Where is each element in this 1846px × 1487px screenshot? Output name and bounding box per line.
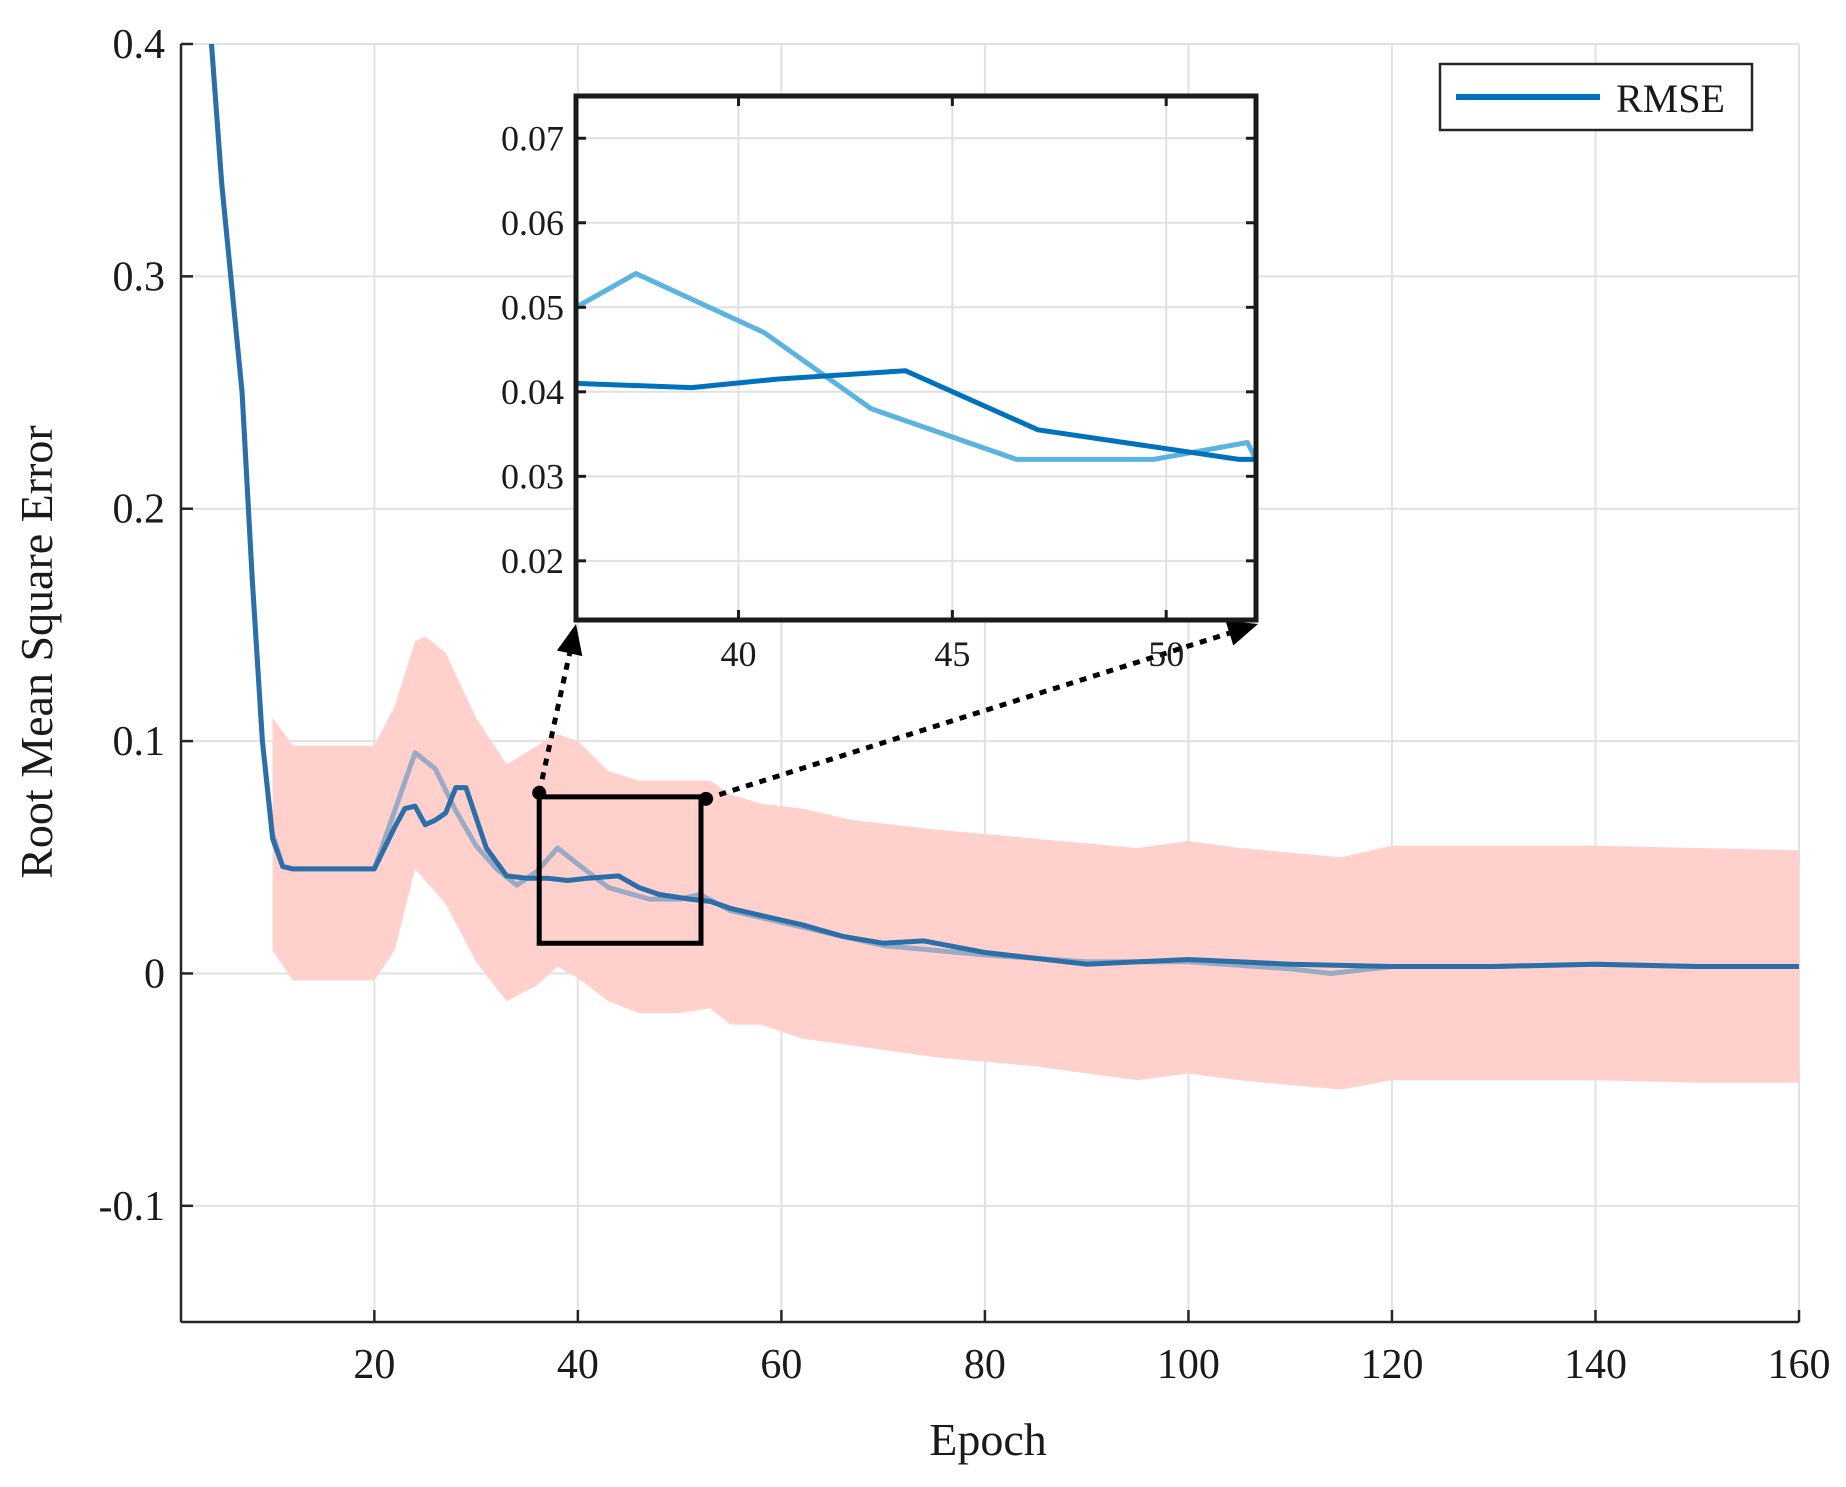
x-tick-label-7: 160 xyxy=(1768,1342,1831,1388)
inset-x-tick-label-2: 50 xyxy=(1148,634,1184,674)
band-area xyxy=(272,636,1800,1090)
inset-axes xyxy=(573,93,1259,623)
y-tick-label-5: 0.4 xyxy=(113,22,166,68)
inset-line-rmse-trial xyxy=(576,271,1256,462)
inset-chart: 40 45 50 0.02 0.03 0.04 0.05 0.06 0.07 xyxy=(501,93,1259,674)
legend: RMSE xyxy=(1438,62,1754,132)
inset-y-tick-labels: 0.02 0.03 0.04 0.05 0.06 0.07 xyxy=(501,118,564,581)
inset-line-rmse xyxy=(576,368,1256,462)
x-tick-label-5: 120 xyxy=(1360,1342,1423,1388)
x-tick-label-3: 80 xyxy=(964,1342,1006,1388)
inset-background xyxy=(575,96,1257,620)
zoom-box xyxy=(536,794,704,946)
inset-y-tick-label-4: 0.06 xyxy=(501,203,564,243)
inset-x-tick-label-0: 40 xyxy=(721,634,757,674)
inset-y-tick-label-5: 0.07 xyxy=(501,118,564,158)
y-axis-title: Root Mean Square Error xyxy=(11,425,62,879)
x-tick-label-1: 40 xyxy=(557,1342,599,1388)
y-tick-labels: -0.1 0 0.1 0.2 0.3 0.4 xyxy=(99,22,166,1230)
x-axis-title: Epoch xyxy=(929,1414,1047,1465)
uncertainty-band xyxy=(272,636,1800,1090)
zoom-region xyxy=(536,794,704,946)
main-series xyxy=(209,44,1799,976)
inset-series xyxy=(576,271,1256,462)
inset-grid xyxy=(576,96,1256,620)
x-tick-label-6: 140 xyxy=(1564,1342,1627,1388)
x-tick-labels: 20 40 60 80 100 120 140 160 xyxy=(353,1342,1830,1388)
inset-y-tick-label-1: 0.03 xyxy=(501,456,564,496)
y-tick-label-4: 0.3 xyxy=(113,254,166,300)
inset-y-tick-label-3: 0.05 xyxy=(501,287,564,327)
x-tick-label-4: 100 xyxy=(1157,1342,1220,1388)
y-tick-label-0: -0.1 xyxy=(99,1184,166,1230)
series-line-rmse xyxy=(209,44,1799,969)
y-tick-label-3: 0.2 xyxy=(113,487,166,533)
inset-y-tick-label-0: 0.02 xyxy=(501,541,564,581)
main-axes xyxy=(179,42,1801,1324)
y-tick-label-1: 0 xyxy=(144,951,165,997)
inset-x-tick-label-1: 45 xyxy=(934,634,970,674)
y-tick-label-2: 0.1 xyxy=(113,719,166,765)
zoom-arrow-left xyxy=(532,624,583,800)
zoom-connectors xyxy=(532,620,1258,806)
inset-y-tick-label-2: 0.04 xyxy=(501,372,564,412)
x-tick-label-0: 20 xyxy=(353,1342,395,1388)
legend-label-rmse: RMSE xyxy=(1616,76,1725,121)
zoom-arrow-right xyxy=(698,620,1258,806)
inset-x-tick-labels: 40 45 50 xyxy=(721,634,1185,674)
inset-frame xyxy=(573,93,1259,623)
x-tick-label-2: 60 xyxy=(760,1342,802,1388)
